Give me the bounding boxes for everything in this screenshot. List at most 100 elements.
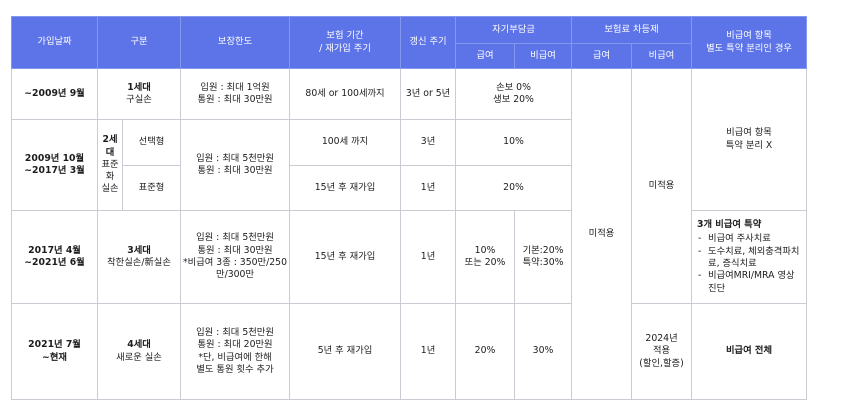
gen1-ded-line2: 생보 20%	[493, 94, 534, 105]
gen3-separation-title: 3개 비급여 특약	[697, 219, 762, 231]
gen3-gen-name: 착한실손/新실손	[107, 257, 171, 268]
gen3-period: 15년 후 재가입	[289, 210, 402, 304]
gen2-type-select: 선택형	[121, 119, 182, 166]
table-row-gen4: 2021년 7월 ~현재 4세대 새로운 실손 입원 : 최대 5천만원 통원 …	[11, 303, 808, 400]
gen2-period-standard: 15년 후 재가입	[289, 165, 402, 211]
gen3-date: 2017년 4월 ~2021년 6월	[11, 210, 98, 304]
gen3-deductible-noncovered: 기본:20% 특약:30%	[514, 210, 573, 304]
gen1-limit: 입원 : 최대 1억원 통원 : 최대 30만원	[180, 68, 291, 120]
table-row-gen2-standard: 표준형 15년 후 재가입 1년 20%	[12, 165, 807, 211]
gen3-deductible-covered: 10% 또는 20%	[455, 210, 516, 304]
gen2-gen-label: 2세대	[102, 134, 118, 158]
gen4-auto-line1: 2024년	[645, 333, 678, 345]
gen2-gen-name-line2: 실손	[101, 183, 119, 195]
gen3-separation-list: 비급여 주사치료 도수치료, 체외충격파치료, 증식치료 비급여MRI/MRA …	[697, 233, 804, 294]
gen1-limit-inpatient: 입원 : 최대 1억원	[200, 81, 270, 93]
gen2-deductible-standard: 20%	[455, 165, 573, 211]
gen3-ded-cov-line2: 또는 20%	[464, 257, 506, 268]
gen2-limit-inpatient: 입원 : 최대 5천만원	[196, 152, 274, 164]
gen2-renewal-standard: 1년	[400, 165, 457, 211]
gen4-gen-label: 4세대	[127, 339, 151, 351]
gen4-separation: 비급여 전체	[691, 303, 808, 400]
gen3-renewal: 1년	[400, 210, 457, 304]
gen4-auto-noncovered: 2024년 적용 (할인,할증)	[631, 303, 693, 400]
header-renewal: 갱신 주기	[400, 16, 457, 69]
gen2-date-line2: ~2017년 3월	[24, 165, 85, 176]
gen4-deductible-noncovered: 30%	[514, 303, 573, 400]
gen2-limit: 입원 : 최대 5천만원 통원 : 최대 30만원	[180, 119, 291, 211]
gen1-ded-line1: 손보 0%	[496, 81, 531, 93]
gen4-limit-outpatient: 통원 : 최대 20만원	[197, 339, 273, 351]
insurance-generation-table: 가입날짜 구분 보장한도 보험 기간 / 재가입 주기 갱신 주기 자기부담금 …	[11, 16, 808, 400]
header-noncovered-line2: 별도 특약 분리인 경우	[706, 42, 792, 54]
gen3-ded-cov-line1: 10%	[474, 244, 496, 256]
gen2-gen-name-line1: 표준화	[101, 158, 119, 183]
gen2-date: 2009년 10월 ~2017년 3월	[11, 119, 98, 211]
gen3-date-line1: 2017년 4월	[28, 244, 81, 256]
gen3-category: 3세대 착한실손/新실손	[96, 210, 182, 304]
gen2-limit-outpatient: 통원 : 최대 30만원	[197, 165, 273, 176]
gen2-deductible-select: 10%	[455, 119, 573, 166]
gen1-gen-name: 구실손	[126, 94, 152, 105]
gen2-renewal-select: 3년	[400, 119, 457, 166]
gen12-separation: 비급여 항목 특약 분리 X	[691, 68, 808, 211]
gen3-limit-note1: *비급여 3종 : 350만/250	[183, 257, 287, 268]
header-auto-noncovered: 비급여	[631, 43, 693, 69]
gen3-ded-non-line2: 특약:30%	[522, 257, 564, 268]
gen3-limit-inpatient: 입원 : 최대 5천만원	[196, 232, 274, 244]
table-row-gen1: ~2009년 9월 1세대 구실손 입원 : 최대 1억원 통원 : 최대 30…	[11, 68, 808, 400]
header-auto-covered: 급여	[571, 43, 633, 69]
gen1-gen-label: 1세대	[127, 81, 151, 93]
gen3-separation-item: 도수치료, 체외충격파치료, 증식치료	[697, 246, 804, 271]
gen1-limit-outpatient: 통원 : 최대 30만원	[197, 94, 273, 105]
gen3-separation: 3개 비급여 특약 비급여 주사치료 도수치료, 체외충격파치료, 증식치료 비…	[691, 210, 808, 304]
gen4-gen-name: 새로운 실손	[116, 351, 162, 363]
header-auto-premium: 보험료 차등제	[571, 16, 693, 44]
gen2-type-standard: 표준형	[121, 165, 182, 211]
header-deductible-noncovered: 비급여	[514, 43, 573, 69]
header-period-line2: / 재가입 주기	[319, 42, 371, 54]
gen4-period: 5년 후 재가입	[289, 303, 402, 400]
gen3-limit: 입원 : 최대 5천만원 통원 : 최대 30만원 *비급여 3종 : 350만…	[180, 210, 291, 304]
gen4-renewal: 1년	[400, 303, 457, 400]
gen3-limit-outpatient: 통원 : 최대 30만원	[197, 244, 273, 256]
header-deductible: 자기부담금	[455, 16, 573, 44]
gen4-date-line2: ~현재	[42, 351, 67, 363]
header-noncovered-line1: 비급여 항목	[726, 30, 772, 42]
gen4-auto-line2: 적용	[652, 345, 671, 357]
header-period-line1: 보험 기간	[326, 30, 364, 42]
gen4-date: 2021년 7월 ~현재	[11, 303, 98, 400]
gen4-limit-note1: *단, 비급여에 한해	[198, 351, 272, 363]
auto-premium-covered: 미적용	[571, 68, 633, 400]
header-period: 보험 기간 / 재가입 주기	[289, 16, 402, 69]
table-row-gen2-select: 2009년 10월 ~2017년 3월 2세대 표준화 실손 선택형 입원 : …	[11, 119, 807, 211]
gen2-category: 2세대 표준화 실손	[97, 119, 123, 211]
auto-premium-noncovered: 미적용	[631, 68, 693, 304]
separation-line1: 비급여 항목	[726, 127, 772, 139]
header-category: 구분	[96, 16, 182, 69]
gen3-gen-label: 3세대	[127, 244, 151, 256]
gen4-limit-inpatient: 입원 : 최대 5천만원	[196, 326, 274, 338]
gen1-deductible: 손보 0% 생보 20%	[455, 68, 573, 120]
header-join-date: 가입날짜	[11, 16, 98, 69]
gen2-date-line1: 2009년 10월	[24, 152, 85, 164]
gen4-limit-note2: 별도 통원 횟수 추가	[196, 363, 274, 375]
gen1-category: 1세대 구실손	[96, 68, 182, 120]
gen3-date-line2: ~2021년 6월	[24, 257, 85, 268]
gen4-category: 4세대 새로운 실손	[96, 303, 182, 400]
gen3-separation-item: 비급여 주사치료	[697, 233, 804, 246]
gen3-limit-note2: 만/300만	[216, 269, 254, 281]
insurance-table-container: 가입날짜 구분 보장한도 보험 기간 / 재가입 주기 갱신 주기 자기부담금 …	[11, 16, 808, 400]
gen3-separation-item: 비급여MRI/MRA 영상 진단	[697, 270, 804, 295]
gen2-period-select: 100세 까지	[289, 119, 402, 166]
gen4-limit: 입원 : 최대 5천만원 통원 : 최대 20만원 *단, 비급여에 한해 별도…	[180, 303, 291, 400]
gen3-ded-non-line1: 기본:20%	[522, 244, 564, 256]
gen4-deductible-covered: 20%	[455, 303, 516, 400]
gen4-date-line1: 2021년 7월	[28, 339, 81, 351]
header-coverage-limit: 보장한도	[180, 16, 291, 69]
separation-line2: 특약 분리 X	[725, 139, 773, 151]
gen1-period: 80세 or 100세까지	[289, 68, 402, 120]
header-deductible-covered: 급여	[455, 43, 516, 69]
gen1-renewal: 3년 or 5년	[400, 68, 457, 120]
gen4-auto-line3: (할인,할증)	[639, 357, 684, 369]
